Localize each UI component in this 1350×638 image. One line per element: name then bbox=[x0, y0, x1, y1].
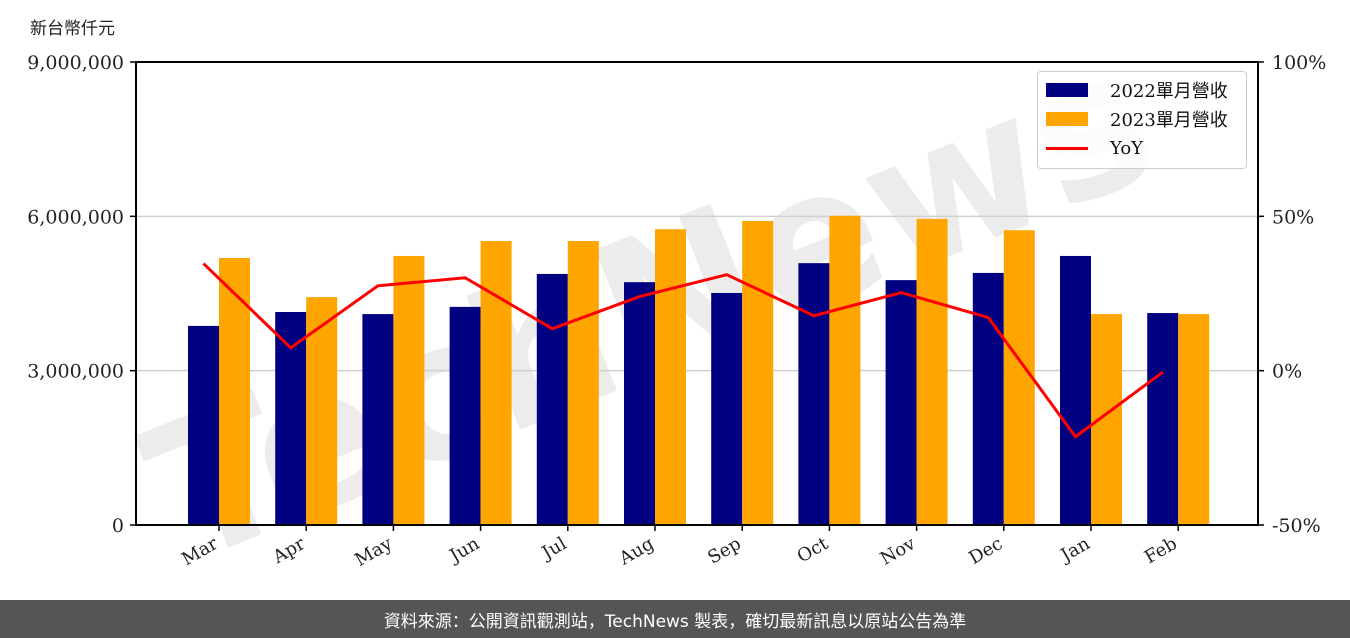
bar-2022 bbox=[188, 325, 219, 525]
bar-2022 bbox=[275, 312, 307, 525]
x-tick-label: Feb bbox=[1141, 533, 1181, 568]
x-tick-label: Sep bbox=[704, 533, 744, 568]
legend-item-2022: 2022單月營收 bbox=[1046, 76, 1228, 104]
bar-2023 bbox=[742, 220, 774, 526]
bar-2022 bbox=[972, 272, 1004, 525]
bar-2023 bbox=[219, 258, 250, 525]
bar-2023 bbox=[1003, 230, 1035, 525]
legend-label: 2022單月營收 bbox=[1110, 81, 1228, 102]
bar-2022 bbox=[536, 273, 568, 525]
legend-label: YoY bbox=[1110, 137, 1144, 159]
bar-2023 bbox=[655, 229, 686, 525]
legend-line-yoy bbox=[1046, 146, 1088, 150]
plot-frame bbox=[135, 61, 1259, 526]
bar-2023 bbox=[916, 218, 948, 525]
y-tick-label: 6,000,000 bbox=[27, 206, 124, 228]
x-tick-label: Jul bbox=[537, 533, 571, 565]
y2-tick-label: 100% bbox=[1272, 52, 1326, 74]
bar-2023 bbox=[393, 255, 425, 525]
y-tick-label: 0 bbox=[112, 515, 124, 537]
y-tick-label: 9,000,000 bbox=[27, 52, 124, 74]
x-tick-label: Jun bbox=[445, 533, 484, 568]
bar-2023 bbox=[480, 241, 512, 525]
bar-2022 bbox=[624, 282, 655, 525]
bar-2023 bbox=[306, 297, 338, 525]
x-tick-label: Jan bbox=[1056, 533, 1094, 567]
legend-swatch-2023 bbox=[1046, 112, 1088, 126]
bars bbox=[188, 215, 1210, 526]
axes bbox=[135, 61, 1259, 526]
footer-text: 資料來源：公開資訊觀測站，TechNews 製表，確切最新訊息以原站公告為準 bbox=[383, 611, 967, 632]
x-tick-label: Oct bbox=[794, 533, 833, 568]
bar-2022 bbox=[1147, 313, 1179, 525]
legend-item-yoy: YoY bbox=[1046, 134, 1143, 162]
y2-tick-label: 0% bbox=[1272, 361, 1302, 383]
bar-2023 bbox=[567, 241, 599, 525]
bar-2022 bbox=[798, 263, 830, 525]
y-tick-label: 3,000,000 bbox=[27, 361, 124, 383]
bar-2022 bbox=[1060, 255, 1091, 525]
bar-2023 bbox=[1178, 314, 1210, 525]
bar-2022 bbox=[885, 280, 917, 525]
source-footer: 資料來源：公開資訊觀測站，TechNews 製表，確切最新訊息以原站公告為準 bbox=[0, 600, 1350, 638]
legend: 2022單月營收 2023單月營收 YoY bbox=[1037, 71, 1247, 169]
y-axis-unit-label: 新台幣仟元 bbox=[30, 19, 115, 39]
bar-2022 bbox=[449, 306, 481, 525]
legend-label: 2023單月營收 bbox=[1110, 110, 1228, 131]
legend-swatch-2022 bbox=[1046, 83, 1088, 97]
x-tick-label: Aug bbox=[615, 533, 658, 570]
y2-tick-label: -50% bbox=[1272, 515, 1321, 537]
bar-2022 bbox=[362, 314, 394, 525]
legend-item-2023: 2023單月營收 bbox=[1046, 105, 1228, 133]
yoy-polyline bbox=[202, 262, 1164, 439]
x-tick-label: Dec bbox=[965, 533, 1006, 569]
bar-2023 bbox=[1091, 314, 1122, 525]
y2-tick-label: 50% bbox=[1272, 206, 1314, 228]
yoy-line bbox=[202, 262, 1164, 439]
bar-2022 bbox=[711, 292, 743, 525]
bar-2023 bbox=[829, 215, 861, 525]
x-tick-label: Nov bbox=[877, 533, 920, 570]
revenue-chart: TechNews 03,000,0006,000,0009,000,000-50… bbox=[27, 6, 1326, 600]
